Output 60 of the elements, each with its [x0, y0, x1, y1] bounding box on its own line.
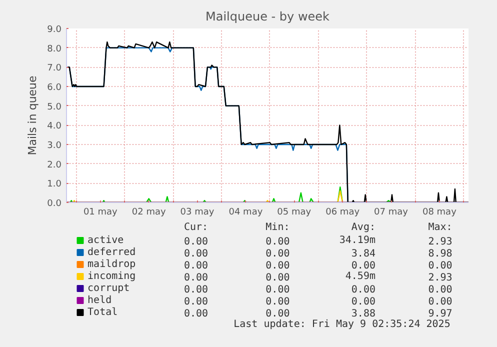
x-tick-label: 02 may [132, 208, 166, 218]
text: 0.00 [266, 308, 290, 320]
legend-label: active [88, 235, 124, 246]
text: 0.00 [266, 284, 290, 296]
y-tick-label: 7.0 [47, 64, 62, 74]
text: 0.00 [428, 260, 452, 272]
y-tick-label: 9.0 [47, 25, 62, 35]
text: Max: [428, 222, 452, 233]
text: 9.97 [428, 308, 452, 320]
text: 0.00 [184, 236, 208, 248]
text: Min: [266, 222, 290, 233]
y-tick-label: 2.0 [47, 160, 62, 170]
x-tick-label: 01 may [83, 208, 118, 218]
legend-label: Total [88, 307, 118, 318]
legend-label: deferred [88, 247, 136, 258]
text: 3.84 [351, 248, 376, 260]
chart-title: Mailqueue - by week [206, 10, 330, 24]
y-tick-label: 6.0 [47, 83, 62, 93]
x-tick-label: 03 may [180, 208, 215, 218]
text: 34.19m [339, 235, 376, 246]
y-axis-title: Mails in queue [26, 75, 40, 156]
text: 0.00 [266, 272, 290, 284]
text: 2.93 [428, 272, 452, 284]
text: 0.00 [351, 296, 376, 308]
text: 0.00 [184, 248, 208, 260]
x-tick-label: 07 may [374, 208, 409, 218]
text: Avg: [351, 222, 376, 233]
text: 0.00 [266, 296, 290, 308]
text: 8.98 [428, 248, 452, 260]
text: 0.00 [266, 248, 290, 260]
text: 0.00 [266, 236, 290, 248]
legend-label: incoming [88, 271, 136, 282]
y-tick-label: 3.0 [47, 141, 62, 151]
legend-label: corrupt [88, 283, 130, 294]
text: 3.88 [351, 308, 376, 320]
text: 4.59m [345, 271, 376, 282]
y-tick-label: 1.0 [47, 180, 62, 190]
text: 0.00 [428, 284, 452, 296]
text: 0.00 [184, 308, 208, 320]
x-tick-label: 08 may [422, 208, 458, 218]
y-tick-label: 5.0 [47, 102, 62, 112]
text: 0.00 [184, 272, 208, 284]
y-tick-label: 8.0 [47, 44, 62, 54]
legend-label: held [88, 295, 112, 306]
x-tick-label: 06 may [326, 208, 360, 218]
text: Cur: [184, 222, 208, 233]
y-tick-label: 4.0 [47, 122, 62, 132]
text: 0.00 [184, 260, 208, 272]
text: 0.00 [184, 284, 208, 296]
y-tick-label: 0.0 [47, 199, 62, 209]
x-tick-label: 05 may [277, 208, 312, 218]
text: 0.00 [351, 260, 376, 272]
legend-label: maildrop [88, 259, 136, 270]
text: 0.00 [266, 260, 290, 272]
text: 0.00 [428, 296, 452, 308]
text: 0.00 [351, 284, 376, 296]
text: 0.00 [184, 296, 208, 308]
text: Last update: Fri May 9 02:35:24 2025 [234, 319, 450, 330]
x-tick-label: 04 may [228, 208, 264, 218]
text: 2.93 [428, 236, 452, 248]
